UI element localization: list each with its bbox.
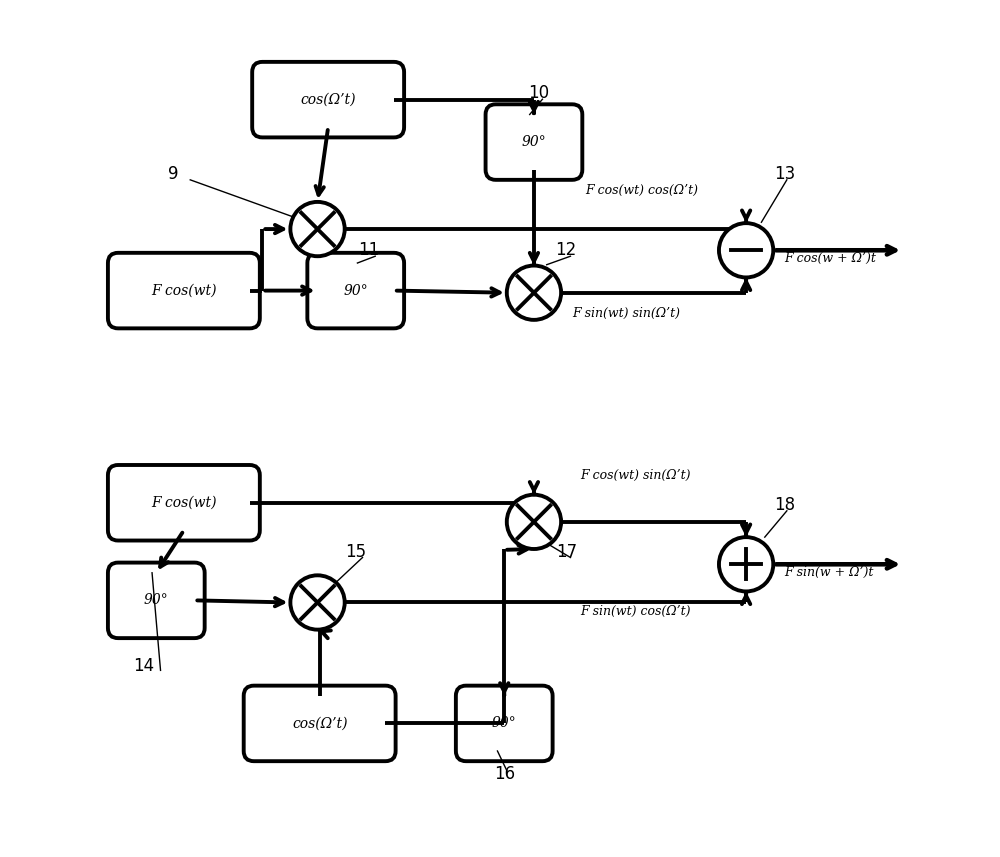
Circle shape <box>719 223 773 278</box>
Text: 90°: 90° <box>343 284 368 297</box>
Text: 10: 10 <box>528 84 549 102</box>
Circle shape <box>507 266 561 320</box>
Circle shape <box>290 202 345 256</box>
Text: 13: 13 <box>774 165 795 183</box>
FancyBboxPatch shape <box>456 686 553 761</box>
Text: F cos(wt) cos(Ω’t): F cos(wt) cos(Ω’t) <box>585 184 698 197</box>
FancyBboxPatch shape <box>244 686 396 761</box>
Text: 16: 16 <box>494 765 515 783</box>
Text: 11: 11 <box>358 242 379 260</box>
Text: 90°: 90° <box>492 716 517 730</box>
Text: cos(Ω’t): cos(Ω’t) <box>300 93 356 106</box>
FancyBboxPatch shape <box>108 465 260 541</box>
Text: 90°: 90° <box>522 135 546 149</box>
Text: F sin(wt) sin(Ω’t): F sin(wt) sin(Ω’t) <box>572 308 680 321</box>
Circle shape <box>290 575 345 630</box>
Text: 15: 15 <box>345 542 366 560</box>
Circle shape <box>507 494 561 549</box>
FancyBboxPatch shape <box>307 253 404 328</box>
Text: 14: 14 <box>133 657 154 675</box>
Text: 90°: 90° <box>144 593 169 608</box>
Text: 17: 17 <box>556 542 577 560</box>
Circle shape <box>719 537 773 591</box>
Text: 12: 12 <box>556 242 577 260</box>
Text: 9: 9 <box>168 165 179 183</box>
Text: F cos(wt) sin(Ω’t): F cos(wt) sin(Ω’t) <box>581 469 691 482</box>
Text: F sin(wt) cos(Ω’t): F sin(wt) cos(Ω’t) <box>581 604 691 617</box>
FancyBboxPatch shape <box>108 253 260 328</box>
FancyBboxPatch shape <box>486 105 582 180</box>
Text: F cos(w + Ω’)t: F cos(w + Ω’)t <box>784 252 876 266</box>
Text: F sin(w + Ω’)t: F sin(w + Ω’)t <box>784 566 874 579</box>
Text: F cos(wt): F cos(wt) <box>151 495 217 510</box>
Text: cos(Ω’t): cos(Ω’t) <box>292 716 347 730</box>
FancyBboxPatch shape <box>108 562 205 638</box>
Text: 18: 18 <box>774 496 795 514</box>
Text: F cos(wt): F cos(wt) <box>151 284 217 297</box>
FancyBboxPatch shape <box>252 62 404 137</box>
